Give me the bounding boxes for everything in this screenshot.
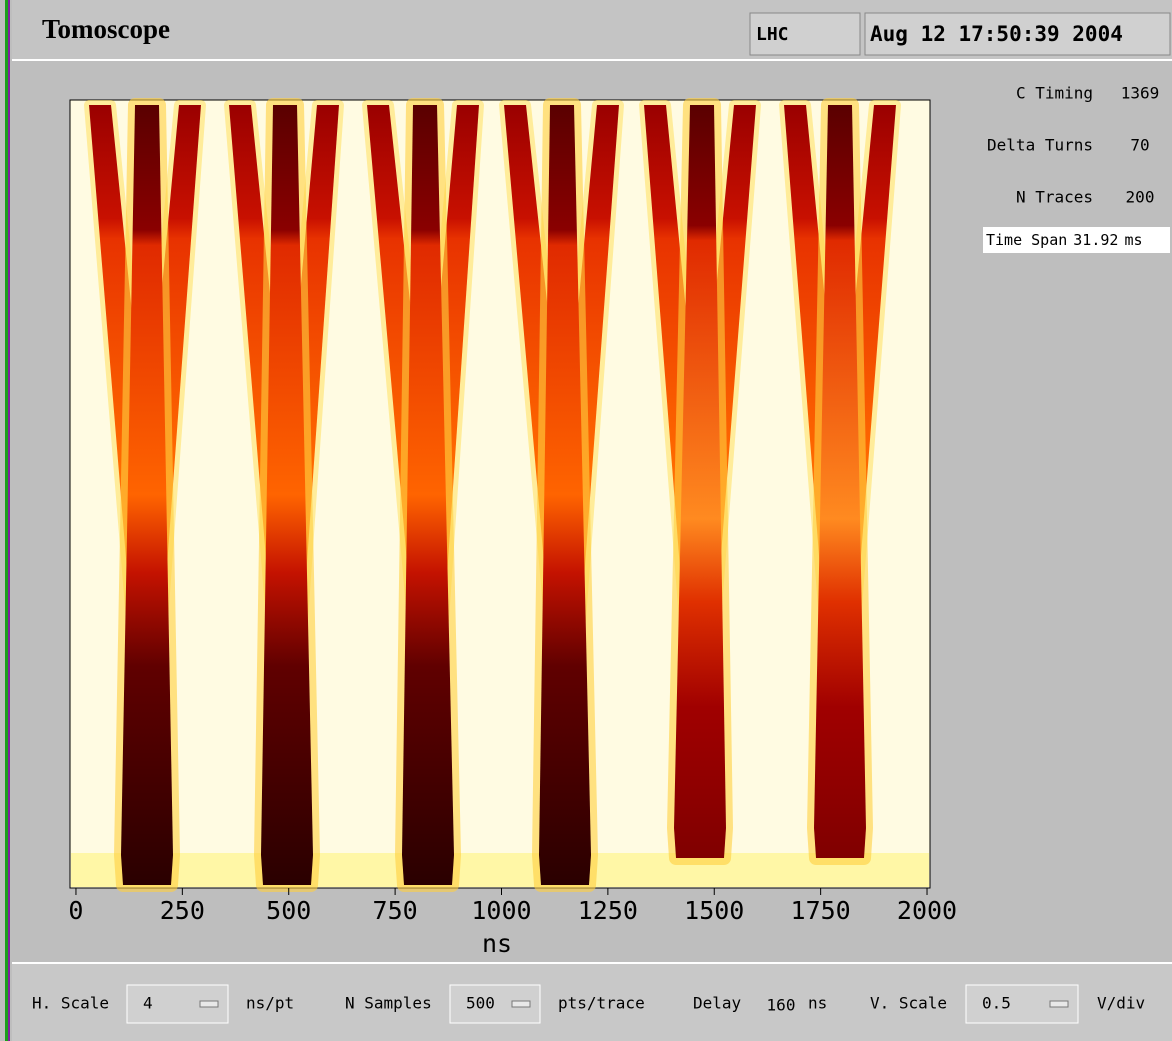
- timestamp: Aug 12 17:50:39 2004: [870, 22, 1123, 46]
- streak: [402, 105, 454, 885]
- readout-value: 1369: [1121, 84, 1160, 103]
- dropdown-value: 0.5: [982, 994, 1011, 1013]
- x-tick-label: 250: [160, 896, 205, 925]
- control-label: N Samples: [345, 994, 432, 1013]
- timestamp-box: [864, 12, 1171, 56]
- streak: [674, 105, 726, 858]
- readout: Time Span 31.92 ms: [986, 231, 1143, 249]
- edge-purple: [8, 0, 10, 1041]
- x-tick-label: 1500: [684, 896, 744, 925]
- streak: [261, 105, 313, 885]
- heatmap: [84, 98, 901, 892]
- readout-value: 200: [1126, 188, 1155, 207]
- x-tick-label: 2000: [897, 896, 957, 925]
- dropdown-button: [199, 1000, 219, 1008]
- dropdown-button: [1049, 1000, 1069, 1008]
- x-tick-label: 0: [68, 896, 83, 925]
- control-label: V. Scale: [870, 994, 947, 1013]
- readout-unit: ms: [1124, 231, 1142, 249]
- readout-label: Time Span: [986, 231, 1067, 249]
- control-label: Delay: [693, 994, 742, 1013]
- control-unit: pts/trace: [558, 994, 645, 1013]
- machine: LHC: [756, 24, 789, 45]
- x-tick-label: 750: [373, 896, 418, 925]
- bottom-band: [71, 853, 929, 887]
- x-tick-label: 500: [266, 896, 311, 925]
- app-title: Tomoscope: [42, 14, 170, 44]
- edge-green: [5, 0, 8, 1041]
- spinner-value[interactable]: 160: [767, 996, 796, 1015]
- readout-label: Delta Turns: [987, 136, 1093, 155]
- control-unit: ns: [808, 994, 827, 1013]
- readout-value: 31.92: [1073, 231, 1118, 249]
- dropdown-button: [511, 1000, 531, 1008]
- streak: [814, 105, 866, 858]
- streak: [121, 105, 173, 885]
- x-tick-label: 1750: [791, 896, 851, 925]
- control-unit: V/div: [1097, 994, 1145, 1013]
- readout-label: N Traces: [1016, 188, 1093, 207]
- control-unit: ns/pt: [246, 994, 294, 1013]
- readout-value: 70: [1130, 136, 1149, 155]
- plot-frame: [69, 99, 931, 889]
- dropdown-value: 4: [143, 994, 153, 1013]
- streak: [539, 105, 591, 885]
- control-label: H. Scale: [32, 994, 109, 1013]
- dropdown-value: 500: [466, 994, 495, 1013]
- readout-box: [983, 227, 1170, 253]
- x-tick-label: 1250: [578, 896, 638, 925]
- x-tick-label: 1000: [471, 896, 531, 925]
- readout-label: C Timing: [1016, 84, 1093, 103]
- x-axis-label: ns: [482, 929, 512, 958]
- machine-box: [749, 12, 861, 56]
